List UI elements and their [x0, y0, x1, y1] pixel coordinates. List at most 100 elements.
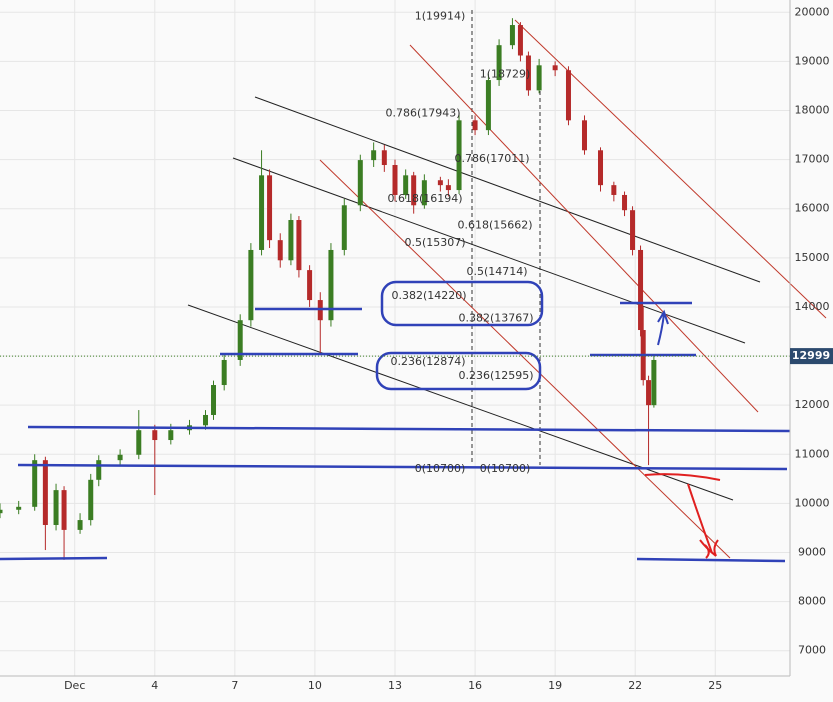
support-line	[17, 463, 788, 471]
x-tick-label: 25	[708, 679, 722, 692]
candle-body	[296, 220, 302, 271]
candle-body	[203, 414, 209, 426]
candle-body	[622, 194, 628, 211]
candle-body	[16, 506, 22, 510]
y-tick-label: 19000	[795, 54, 830, 67]
candle-body	[411, 175, 417, 206]
fib-label: 0.786(17943)	[385, 106, 460, 119]
y-tick-label: 14000	[795, 300, 830, 313]
candle-body	[211, 385, 217, 415]
x-tick-label: 10	[308, 679, 322, 692]
fib-label: 0.236(12874)	[390, 355, 465, 368]
candle-body	[96, 460, 102, 480]
candle-body	[552, 65, 558, 71]
y-tick-label: 18000	[795, 103, 830, 116]
up-arrow	[657, 309, 669, 346]
candle-body	[136, 430, 142, 455]
candle-body	[381, 150, 387, 166]
candle-body	[32, 460, 38, 507]
candle-body	[328, 249, 334, 321]
y-tick-label: 11000	[795, 447, 830, 460]
red-channel-line	[409, 44, 759, 413]
candle-body	[403, 175, 409, 195]
candle-body	[536, 65, 542, 91]
fib-label: 0.382(14220)	[391, 289, 466, 302]
fib-label: 0.618(15662)	[457, 218, 532, 231]
candles	[0, 18, 657, 560]
y-tick-label: 16000	[795, 202, 830, 215]
candle-body	[581, 120, 587, 151]
y-tick-label: 20000	[795, 5, 830, 18]
y-tick-label: 15000	[795, 251, 830, 264]
fib-label: 0.5(14714)	[466, 265, 527, 278]
support-line	[0, 556, 108, 561]
candle-body	[525, 55, 531, 91]
highlight-ellipse	[375, 351, 542, 391]
y-tick-label: 12000	[795, 398, 830, 411]
candle-body	[517, 25, 523, 56]
candle-body	[638, 249, 644, 331]
candle-body	[288, 220, 294, 261]
grid	[0, 0, 790, 676]
highlight-ellipse	[380, 280, 544, 327]
candle-body	[42, 460, 48, 525]
candle-body	[0, 509, 3, 514]
fib-label: 0.786(17011)	[454, 152, 529, 165]
candle-body	[456, 120, 462, 191]
candle-body	[307, 270, 313, 301]
candle-body	[277, 240, 283, 261]
candle-body	[152, 430, 158, 441]
y-tick-label: 17000	[795, 153, 830, 166]
candle-body	[248, 249, 254, 321]
candle-body	[611, 185, 617, 195]
red-channel-line	[319, 159, 731, 559]
drawings	[187, 10, 827, 559]
x-tick-label: 7	[231, 679, 238, 692]
y-tick-label: 7000	[798, 644, 826, 657]
candle-body	[496, 45, 502, 81]
x-tick-label: Dec	[64, 679, 85, 692]
candle-body	[371, 150, 377, 161]
down-arrow	[687, 483, 719, 559]
candle-body	[651, 359, 657, 406]
candle-body	[392, 165, 398, 195]
candle-body	[646, 380, 652, 406]
fib-label: 0(10700)	[480, 462, 531, 475]
candle-body	[117, 454, 123, 461]
red-line	[644, 473, 721, 481]
x-tick-label: 4	[151, 679, 158, 692]
candle-body	[445, 185, 451, 191]
fib-label: 0.618(16194)	[387, 192, 462, 205]
candle-body	[472, 120, 478, 131]
x-tick-label: 13	[388, 679, 402, 692]
candle-body	[357, 160, 363, 206]
y-tick-label: 8000	[798, 595, 826, 608]
red-channel-line	[514, 19, 827, 319]
fib-label: 1(18729)	[480, 68, 531, 81]
candle-body	[221, 359, 227, 386]
support-line	[27, 425, 791, 433]
x-tick-label: 19	[548, 679, 562, 692]
y-tick-label: 9000	[798, 545, 826, 558]
support-line	[636, 557, 786, 563]
candle-body	[61, 490, 67, 530]
candle-body	[88, 479, 94, 521]
candle-body	[421, 180, 427, 206]
y-tick-label: 10000	[795, 496, 830, 509]
x-tick-label: 22	[628, 679, 642, 692]
candle-body	[509, 25, 515, 46]
candle-body	[237, 320, 243, 360]
x-tick-label: 16	[468, 679, 482, 692]
candle-body	[341, 205, 347, 250]
candle-body	[53, 490, 59, 525]
candle-body	[267, 175, 273, 241]
candle-body	[77, 520, 83, 530]
candle-body	[565, 70, 571, 121]
candle-body	[598, 150, 604, 186]
last-price-label: 12999	[792, 349, 830, 362]
candle-body	[630, 210, 636, 250]
